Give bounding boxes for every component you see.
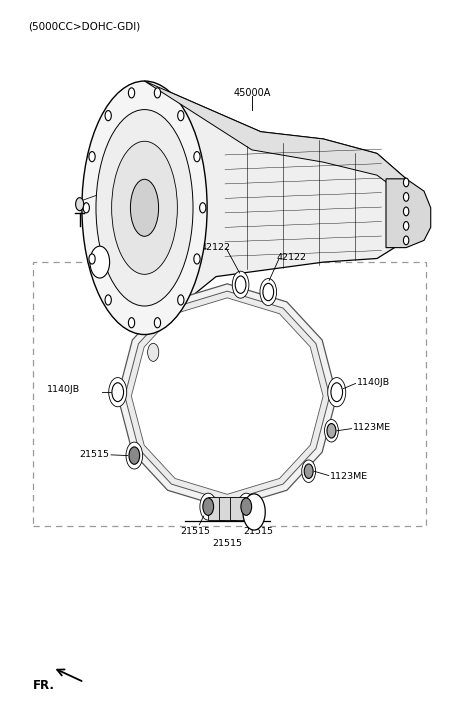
- Text: 45000A: 45000A: [233, 89, 270, 98]
- Circle shape: [126, 442, 143, 469]
- Polygon shape: [144, 81, 406, 197]
- Circle shape: [178, 111, 184, 121]
- Circle shape: [89, 152, 95, 161]
- Circle shape: [404, 222, 409, 230]
- Circle shape: [232, 271, 249, 298]
- Text: 21515: 21515: [244, 528, 274, 537]
- Text: 1140JB: 1140JB: [47, 385, 80, 395]
- Circle shape: [238, 493, 255, 520]
- Circle shape: [194, 152, 200, 161]
- Polygon shape: [386, 179, 431, 248]
- Circle shape: [89, 254, 95, 264]
- Text: 42121B: 42121B: [82, 188, 120, 198]
- FancyBboxPatch shape: [33, 262, 426, 526]
- Polygon shape: [144, 81, 408, 334]
- Text: VIEW: VIEW: [202, 505, 238, 518]
- FancyBboxPatch shape: [219, 497, 236, 520]
- Text: 1140JB: 1140JB: [357, 377, 390, 387]
- Text: 21515: 21515: [212, 539, 242, 547]
- Ellipse shape: [112, 141, 177, 274]
- Text: 1123ME: 1123ME: [330, 473, 368, 481]
- Circle shape: [105, 295, 111, 305]
- Circle shape: [194, 254, 200, 264]
- Text: 42122: 42122: [277, 253, 306, 262]
- Circle shape: [324, 419, 338, 442]
- Text: 21515: 21515: [181, 528, 211, 537]
- Circle shape: [76, 198, 84, 211]
- Text: (5000CC>DOHC-GDI): (5000CC>DOHC-GDI): [28, 22, 140, 32]
- FancyBboxPatch shape: [207, 497, 225, 520]
- Circle shape: [302, 460, 315, 483]
- Circle shape: [128, 88, 135, 98]
- Circle shape: [243, 494, 265, 530]
- Circle shape: [404, 178, 409, 187]
- Circle shape: [83, 203, 90, 213]
- Circle shape: [241, 498, 252, 515]
- Polygon shape: [125, 291, 330, 501]
- Circle shape: [331, 382, 342, 401]
- Circle shape: [203, 498, 214, 515]
- Text: 21515: 21515: [80, 449, 110, 459]
- Circle shape: [129, 447, 140, 465]
- Polygon shape: [131, 298, 323, 494]
- Text: 1123ME: 1123ME: [353, 422, 391, 432]
- Circle shape: [112, 382, 124, 401]
- Circle shape: [109, 377, 127, 407]
- Ellipse shape: [82, 81, 207, 334]
- Circle shape: [404, 207, 409, 216]
- Circle shape: [263, 284, 274, 301]
- Text: A: A: [96, 257, 104, 267]
- Text: FR.: FR.: [33, 679, 55, 692]
- Circle shape: [200, 203, 206, 213]
- Circle shape: [260, 278, 277, 305]
- Circle shape: [328, 377, 346, 407]
- Circle shape: [304, 464, 313, 478]
- Text: 42122: 42122: [201, 243, 231, 252]
- Text: A: A: [250, 507, 258, 517]
- Circle shape: [128, 318, 135, 328]
- Circle shape: [105, 111, 111, 121]
- Circle shape: [404, 236, 409, 245]
- Circle shape: [154, 318, 161, 328]
- Polygon shape: [117, 284, 337, 508]
- Circle shape: [200, 493, 216, 520]
- Circle shape: [90, 246, 110, 278]
- Circle shape: [404, 193, 409, 201]
- Ellipse shape: [130, 180, 158, 236]
- Circle shape: [235, 276, 246, 294]
- Circle shape: [178, 295, 184, 305]
- Ellipse shape: [96, 110, 193, 306]
- FancyBboxPatch shape: [230, 497, 247, 520]
- Circle shape: [327, 424, 336, 438]
- Ellipse shape: [148, 343, 159, 361]
- Circle shape: [154, 88, 161, 98]
